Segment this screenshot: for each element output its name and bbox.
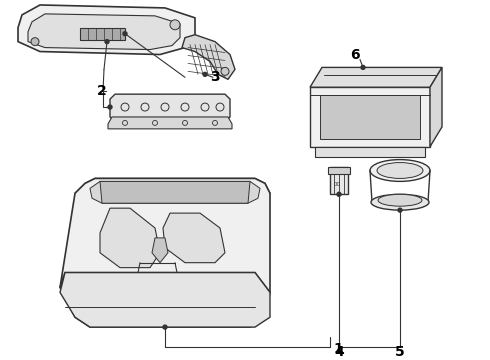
Bar bbox=[80, 28, 125, 40]
Circle shape bbox=[221, 67, 229, 75]
Polygon shape bbox=[100, 208, 160, 267]
Ellipse shape bbox=[370, 159, 430, 181]
Ellipse shape bbox=[378, 194, 422, 206]
Polygon shape bbox=[60, 273, 270, 327]
Ellipse shape bbox=[371, 194, 429, 210]
Polygon shape bbox=[430, 67, 442, 147]
Circle shape bbox=[170, 20, 180, 30]
Polygon shape bbox=[328, 167, 350, 175]
Text: 3: 3 bbox=[210, 70, 220, 84]
Polygon shape bbox=[75, 179, 270, 208]
Circle shape bbox=[361, 66, 365, 69]
Polygon shape bbox=[90, 181, 260, 203]
Polygon shape bbox=[315, 147, 425, 157]
Polygon shape bbox=[108, 117, 232, 129]
Circle shape bbox=[337, 192, 341, 196]
Circle shape bbox=[105, 40, 109, 44]
Text: 1: 1 bbox=[333, 342, 343, 356]
Polygon shape bbox=[100, 181, 250, 203]
Circle shape bbox=[123, 32, 127, 36]
Polygon shape bbox=[60, 273, 270, 327]
Polygon shape bbox=[163, 213, 225, 263]
Polygon shape bbox=[320, 95, 420, 139]
Polygon shape bbox=[310, 67, 442, 87]
Polygon shape bbox=[152, 238, 168, 263]
Ellipse shape bbox=[377, 163, 423, 179]
Text: 5: 5 bbox=[395, 345, 405, 359]
Circle shape bbox=[398, 208, 402, 212]
Text: 6: 6 bbox=[350, 48, 360, 62]
Circle shape bbox=[108, 105, 112, 109]
Polygon shape bbox=[182, 35, 235, 79]
Polygon shape bbox=[60, 179, 270, 292]
Polygon shape bbox=[110, 94, 230, 121]
Polygon shape bbox=[18, 5, 195, 54]
Circle shape bbox=[31, 38, 39, 46]
Text: 00: 00 bbox=[334, 182, 341, 187]
Polygon shape bbox=[310, 87, 430, 147]
Circle shape bbox=[163, 325, 167, 329]
Text: 2: 2 bbox=[97, 84, 107, 98]
Circle shape bbox=[203, 72, 207, 76]
Text: 4: 4 bbox=[334, 345, 344, 359]
Polygon shape bbox=[28, 14, 180, 50]
Polygon shape bbox=[330, 167, 348, 194]
